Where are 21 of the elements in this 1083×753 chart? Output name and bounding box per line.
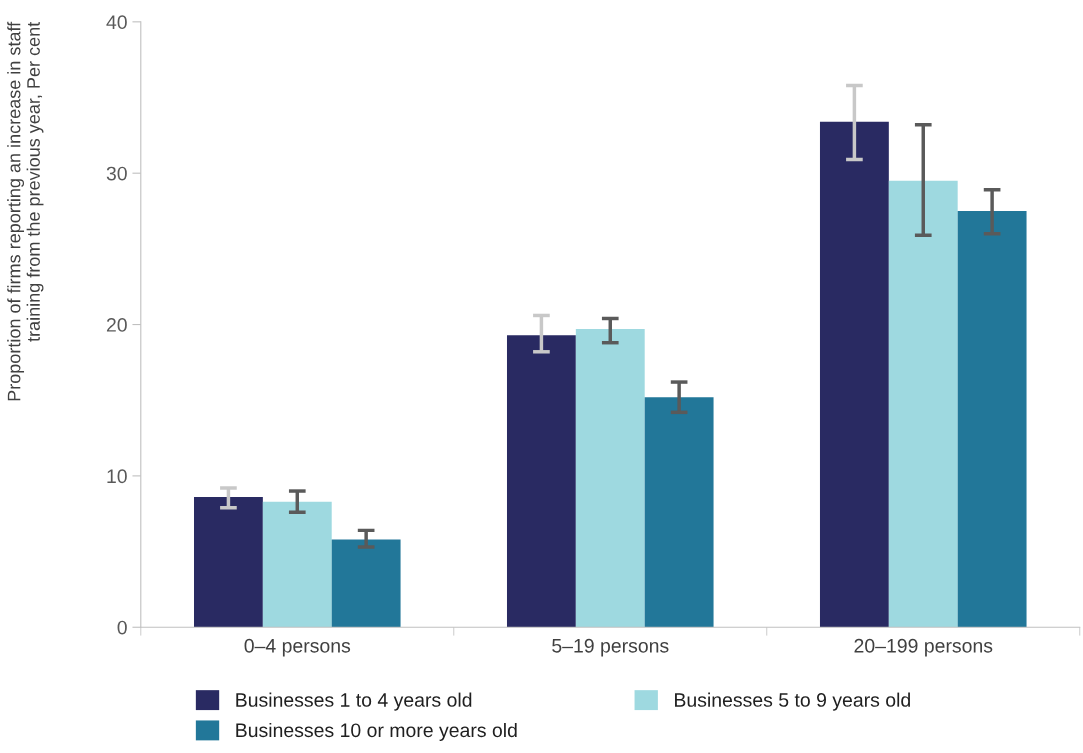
y-axis-title: Proportion of firms reporting an increase in staff training from the previous year, Per cent (7, 21, 44, 401)
y-tick-label: 30 (106, 166, 127, 181)
y-tick-label: 10 (107, 469, 127, 484)
legend-label: Businesses 5 to 9 years old (675, 692, 910, 711)
x-tick-label: 0–4 persons (244, 638, 351, 657)
y-tick-label: 0 (117, 620, 127, 635)
bar (957, 211, 1027, 628)
legend-label: Businesses 1 to 4 years old (236, 692, 472, 711)
y-tick-label: 20 (106, 318, 127, 332)
bar (262, 501, 332, 628)
legend-label: Businesses 10 or more years old (236, 722, 517, 741)
bar (888, 180, 958, 628)
bar (644, 397, 714, 628)
x-tick-label: 5–19 persons (552, 638, 669, 657)
bar (194, 497, 263, 628)
y-tick-label: 40 (106, 15, 127, 30)
bar (819, 121, 889, 628)
bar (506, 335, 576, 628)
x-tick-label: 20–199 persons (854, 638, 993, 657)
bar (331, 539, 401, 628)
bar (575, 329, 645, 628)
